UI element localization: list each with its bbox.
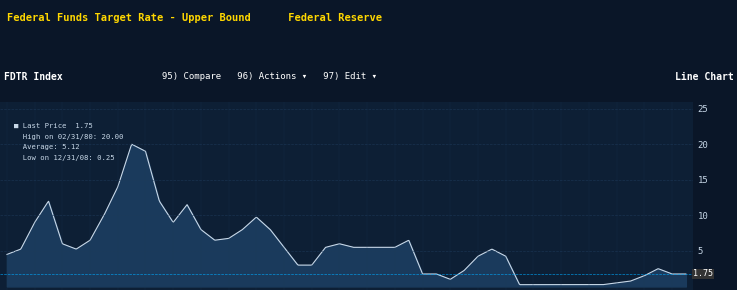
- Text: Low on 12/31/08: 0.25: Low on 12/31/08: 0.25: [14, 155, 114, 161]
- Text: High on 02/31/80: 20.00: High on 02/31/80: 20.00: [14, 133, 123, 139]
- Text: Average: 5.12: Average: 5.12: [14, 144, 80, 150]
- Text: Federal Funds Target Rate - Upper Bound      Federal Reserve: Federal Funds Target Rate - Upper Bound …: [7, 13, 383, 23]
- Text: ■ Last Price  1.75: ■ Last Price 1.75: [14, 123, 93, 129]
- Text: FDTR Index: FDTR Index: [4, 72, 63, 82]
- Text: 1.75: 1.75: [693, 269, 713, 278]
- Text: Line Chart: Line Chart: [674, 72, 733, 82]
- Text: 95) Compare   96) Actions ▾   97) Edit ▾: 95) Compare 96) Actions ▾ 97) Edit ▾: [162, 72, 377, 81]
